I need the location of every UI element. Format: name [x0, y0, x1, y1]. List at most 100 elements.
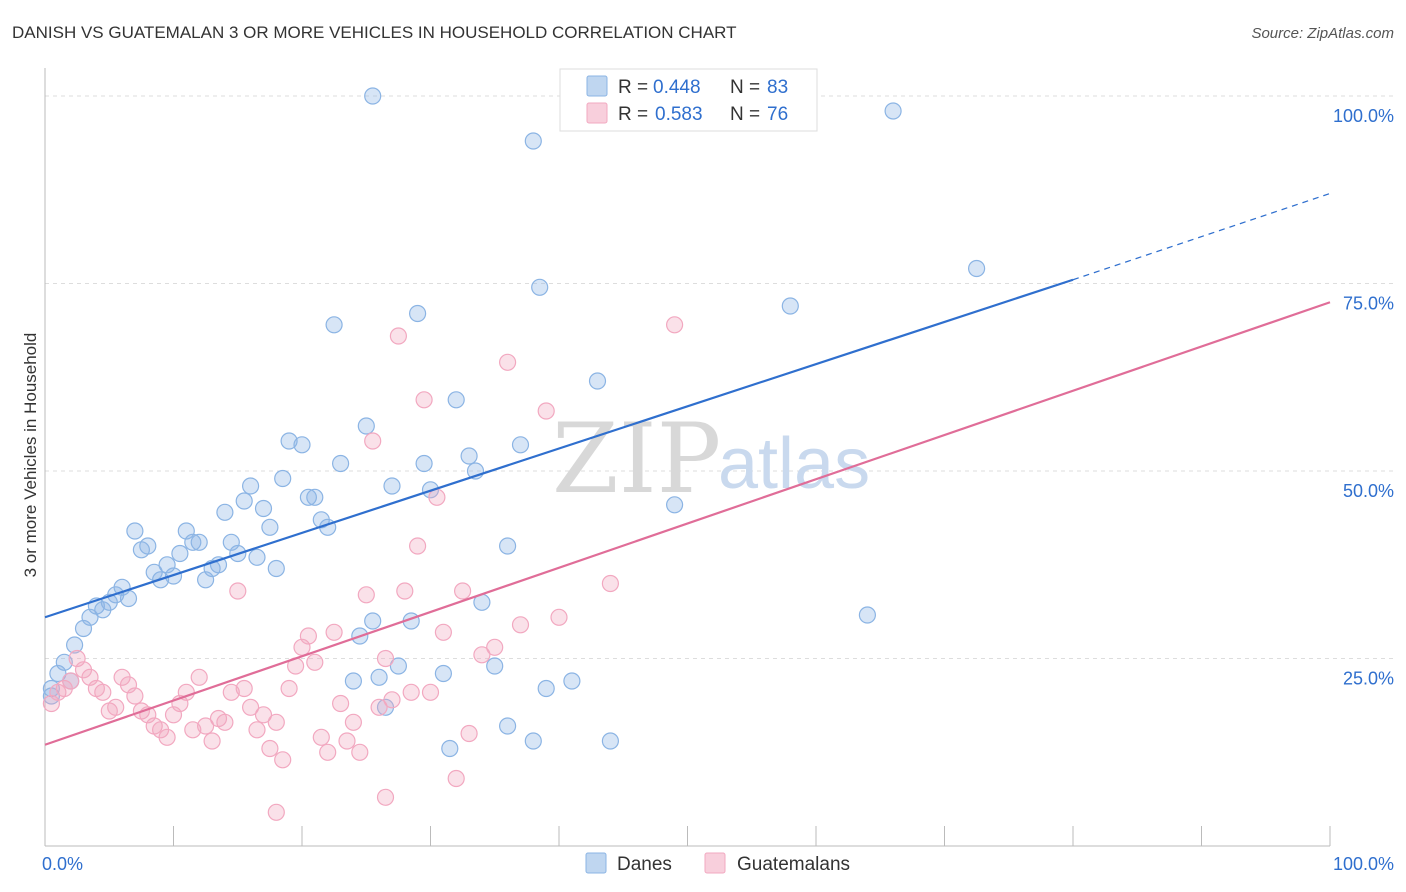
- danes-point: [171, 544, 189, 563]
- danes-point: [447, 391, 465, 409]
- guatemalans-point: [261, 739, 279, 758]
- bottom-legend: Danes Guatemalans: [585, 852, 850, 875]
- danes-point: [216, 503, 234, 521]
- guatemalans-point: [222, 683, 240, 701]
- guatemalans-point: [389, 327, 407, 345]
- stats-n-label-guatemalans: N =: [730, 104, 760, 125]
- danes-point: [364, 87, 382, 105]
- watermark-atlas: atlas: [718, 424, 870, 504]
- guatemalans-point: [473, 646, 491, 664]
- guatemalans-point: [332, 694, 350, 713]
- danes-point: [588, 372, 607, 390]
- guatemalans-point: [107, 698, 125, 716]
- danes-point: [967, 259, 986, 278]
- guatemalans-trend-line: [44, 301, 1331, 746]
- guatemalans-point: [383, 691, 401, 709]
- guatemalans-point: [94, 683, 112, 701]
- danes-point: [55, 653, 73, 671]
- guatemalans-point: [325, 623, 343, 641]
- guatemalans-point: [665, 316, 684, 334]
- danes-point: [537, 679, 555, 698]
- guatemalans-point: [402, 683, 420, 701]
- danes-point: [441, 739, 459, 758]
- guatemalans-point: [248, 721, 266, 739]
- guatemalans-point: [537, 402, 555, 420]
- x-tick-label: 100.0%: [1333, 854, 1394, 874]
- danes-point: [242, 477, 260, 495]
- guatemalans-point: [357, 586, 375, 604]
- danes-point: [119, 589, 138, 608]
- guatemalans-point: [351, 743, 369, 761]
- danes-point: [184, 533, 202, 551]
- danes-point: [389, 657, 407, 675]
- guatemalans-point: [319, 743, 337, 761]
- danes-point: [601, 732, 620, 750]
- guatemalans-point: [344, 713, 362, 731]
- grid-layer: [45, 95, 1394, 659]
- y-tick-label: 75.0%: [1343, 294, 1394, 314]
- guatemalans-point: [415, 391, 433, 409]
- y-tick-label: 25.0%: [1343, 669, 1394, 689]
- points-layer: [42, 87, 986, 821]
- guatemalans-point: [409, 537, 427, 555]
- danes-point: [531, 278, 549, 296]
- danes-point: [524, 132, 542, 150]
- guatemalans-point: [370, 698, 388, 716]
- x-tick-label: 0.0%: [42, 854, 83, 874]
- chart-title: DANISH VS GUATEMALAN 3 OR MORE VEHICLES …: [12, 23, 737, 42]
- guatemalans-point: [511, 616, 530, 634]
- guatemalans-point: [460, 724, 478, 743]
- danes-point: [261, 518, 279, 536]
- guatemalans-point: [306, 653, 324, 671]
- danes-point: [293, 436, 311, 454]
- danes-point: [415, 454, 433, 473]
- danes-point: [486, 657, 504, 675]
- stats-legend: R = 0.448 N = 83 R = 0.583 N = 76: [559, 68, 818, 132]
- danes-point: [267, 559, 285, 578]
- stats-n-label-danes: N =: [730, 77, 760, 98]
- danes-point: [357, 417, 375, 435]
- danes-point: [370, 668, 388, 686]
- danes-point: [299, 488, 317, 506]
- danes-point: [409, 304, 427, 323]
- danes-point: [332, 454, 350, 473]
- danes-point: [499, 537, 517, 555]
- guatemalans-point: [254, 706, 273, 724]
- guatemalans-point: [158, 728, 176, 746]
- danes-point: [280, 432, 298, 450]
- guatemalans-point: [203, 732, 221, 750]
- guatemalans-point: [126, 687, 144, 705]
- guatemalans-point: [421, 683, 440, 701]
- danes-point: [344, 672, 362, 690]
- watermark: ZIP atlas: [552, 403, 870, 515]
- danes-point: [665, 496, 684, 514]
- danes-point: [434, 664, 452, 683]
- stats-r-value-danes: 0.448: [653, 77, 701, 98]
- guatemalans-point: [197, 717, 215, 735]
- danes-point: [274, 469, 292, 488]
- guatemalans-point: [396, 582, 414, 600]
- danes-point: [139, 537, 157, 555]
- danes-point: [499, 717, 517, 735]
- guatemalans-point: [428, 488, 446, 506]
- danes-point: [383, 477, 401, 495]
- guatemalans-point: [184, 721, 202, 739]
- trend-layer: [44, 192, 1331, 746]
- guatemalans-point: [550, 608, 568, 626]
- guatemalans-point: [235, 679, 253, 698]
- y-tick-label: 100.0%: [1333, 106, 1394, 126]
- watermark-zip: ZIP: [552, 403, 721, 515]
- danes-point: [248, 548, 266, 566]
- danes-point: [325, 316, 343, 334]
- legend-label-guatemalans: Guatemalans: [737, 854, 850, 875]
- stats-n-value-guatemalans: 76: [767, 104, 788, 125]
- danes-point: [858, 606, 877, 624]
- guatemalans-point: [376, 788, 395, 806]
- chart-source: Source: ZipAtlas.com: [1251, 25, 1394, 42]
- stats-r-label-guatemalans: R =: [618, 104, 648, 125]
- danes-point: [781, 297, 799, 315]
- guatemalans-point: [364, 432, 382, 450]
- guatemalans-point: [216, 713, 234, 731]
